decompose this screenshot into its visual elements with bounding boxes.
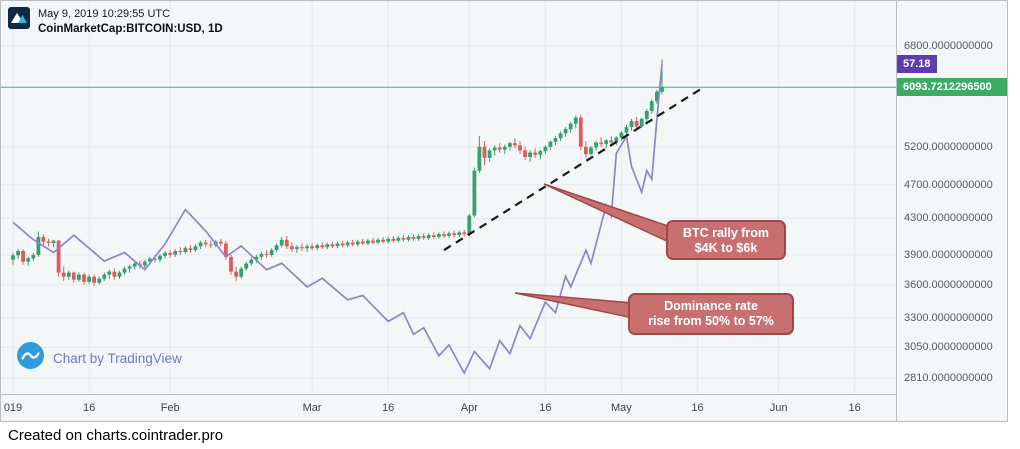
svg-text:16: 16 <box>539 402 551 414</box>
price-axis[interactable]: 57.18 6093.7212296500 6800.0000000000 520… <box>896 1 1007 421</box>
svg-text:$4K to $6k: $4K to $6k <box>695 241 758 255</box>
svg-text:rise from 50% to 57%: rise from 50% to 57% <box>648 314 774 328</box>
svg-text:Feb: Feb <box>161 402 180 414</box>
attribution-label: Chart by TradingView <box>53 350 182 366</box>
svg-text:May: May <box>611 402 632 414</box>
price-axis-label: 4700.0000000000 <box>904 178 993 191</box>
tradingview-icon <box>17 342 44 374</box>
current-price-badge: 6093.7212296500 <box>897 78 1007 97</box>
svg-text:Dominance rate: Dominance rate <box>664 299 758 313</box>
dominance-line <box>12 63 663 375</box>
chart-header: May 9, 2019 10:29:55 UTC CoinMarketCap:B… <box>8 7 223 37</box>
price-axis-label: 3300.0000000000 <box>904 311 993 324</box>
svg-text:16: 16 <box>382 402 394 414</box>
trendline <box>443 87 704 252</box>
svg-text:16: 16 <box>83 402 95 414</box>
provider-logo-icon <box>8 7 30 34</box>
svg-text:16: 16 <box>691 402 703 414</box>
price-axis-label: 4300.0000000000 <box>904 212 993 225</box>
header-texts: May 9, 2019 10:29:55 UTC CoinMarketCap:B… <box>38 7 223 37</box>
time-axis[interactable]: 019 16 Feb Mar 16 Apr 16 May 16 Jun 16 <box>4 402 861 414</box>
price-axis-label: 3050.0000000000 <box>904 341 993 354</box>
chart-symbol: CoinMarketCap:BITCOIN:USD, 1D <box>38 23 223 35</box>
footer-text: Created on charts.cointrader.pro <box>8 427 224 444</box>
price-axis-label: 3900.0000000000 <box>904 248 993 261</box>
chart-widget: BTC rally from $4K to $6k Dominance rate ri… <box>0 0 1008 422</box>
candlestick-series <box>11 59 664 286</box>
grid <box>1 1 897 394</box>
svg-text:Apr: Apr <box>461 402 478 414</box>
dominance-badge: 57.18 <box>897 55 937 73</box>
footer-caption: Created on charts.cointrader.pro <box>0 422 1020 449</box>
chart-timestamp: May 9, 2019 10:29:55 UTC <box>38 8 171 20</box>
price-axis-label: 2810.0000000000 <box>904 372 993 384</box>
price-axis-label: 3600.0000000000 <box>904 278 993 291</box>
price-axis-label: 5200.0000000000 <box>904 140 993 153</box>
price-axis-label: 6800.0000000000 <box>904 40 993 52</box>
svg-text:Mar: Mar <box>303 402 322 414</box>
svg-text:BTC rally from: BTC rally from <box>683 226 769 240</box>
svg-text:Jun: Jun <box>770 402 788 414</box>
svg-text:16: 16 <box>848 402 860 414</box>
tradingview-attribution[interactable]: Chart by TradingView <box>17 342 182 374</box>
chart-canvas[interactable]: BTC rally from$4K to $6k Dominance rateri… <box>1 1 897 422</box>
callout-annotation: BTC rally from$4K to $6k <box>543 183 786 260</box>
svg-text:019: 019 <box>4 402 22 414</box>
